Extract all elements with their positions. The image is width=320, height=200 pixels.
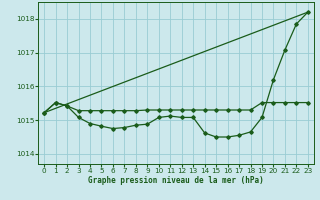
X-axis label: Graphe pression niveau de la mer (hPa): Graphe pression niveau de la mer (hPa) — [88, 176, 264, 185]
